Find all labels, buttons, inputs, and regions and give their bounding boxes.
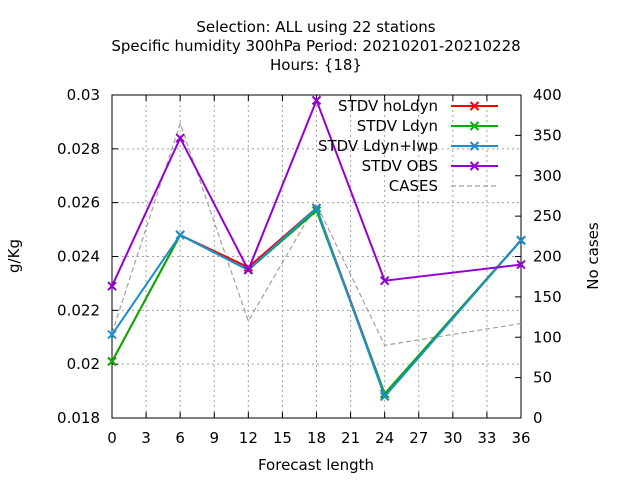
legend-item-stdv-ldyn: STDV Ldyn <box>357 117 498 135</box>
data-point <box>175 230 185 240</box>
y2-axis-label: No cases <box>584 222 602 290</box>
legend-label: STDV noLdyn <box>338 97 438 115</box>
legend-label: STDV Ldyn <box>357 117 438 135</box>
y-tick-label: 0.022 <box>57 301 100 319</box>
legend-item-stdv-noldyn: STDV noLdyn <box>338 97 498 115</box>
x-tick-label: 30 <box>443 429 462 447</box>
data-point <box>516 259 526 270</box>
x-tick-label: 24 <box>375 429 394 447</box>
data-point <box>311 203 322 213</box>
chart-title: Selection: ALL using 22 stations Specifi… <box>111 18 520 74</box>
y-tick-label: 0.028 <box>57 140 100 158</box>
legend-marker <box>469 121 480 131</box>
data-point <box>107 356 117 367</box>
x-tick-label: 3 <box>141 429 151 447</box>
x-tick-label: 6 <box>175 429 185 447</box>
x-tick-label: 21 <box>341 429 360 447</box>
x-tick-label: 0 <box>107 429 117 447</box>
x-tick-label: 9 <box>209 429 219 447</box>
x-axis: 0 3 6 9 12 15 18 21 24 27 30 33 36 <box>107 95 531 447</box>
legend-label: STDV OBS <box>362 157 438 175</box>
data-point <box>311 95 322 106</box>
series-line <box>111 97 522 287</box>
y2-tick-label: 200 <box>533 248 562 266</box>
data-point <box>516 235 526 246</box>
x-tick-label: 18 <box>307 429 326 447</box>
legend-marker <box>469 141 480 151</box>
legend-item-stdv-ldyn-iwp: STDV Ldyn+Iwp <box>318 137 498 155</box>
y-tick-label: 0.024 <box>57 248 100 266</box>
data-point <box>107 329 117 340</box>
y2-tick-label: 150 <box>533 288 562 306</box>
grid <box>112 95 521 418</box>
y-tick-label: 0.02 <box>67 355 100 373</box>
y2-tick-label: 50 <box>533 369 552 387</box>
y-tick-label: 0.026 <box>57 194 100 212</box>
y2-tick-label: 350 <box>533 126 562 144</box>
data-point <box>175 133 185 143</box>
series-line <box>111 121 522 346</box>
legend-label: STDV Ldyn+Iwp <box>318 137 438 155</box>
data-point <box>107 281 117 291</box>
x-tick-label: 15 <box>273 429 292 447</box>
series-line <box>111 206 522 399</box>
x-tick-label: 33 <box>477 429 496 447</box>
title-line-2: Specific humidity 300hPa Period: 2021020… <box>111 37 520 55</box>
legend: STDV noLdyn STDV Ldyn STDV Ldyn+Iwp STDV OB… <box>318 97 498 195</box>
y-tick-label: 0.018 <box>57 409 100 427</box>
y-axis-label: g/Kg <box>5 239 23 273</box>
legend-marker <box>469 101 480 111</box>
y2-tick-label: 0 <box>533 409 543 427</box>
y2-tick-label: 400 <box>533 86 562 104</box>
legend-item-cases: CASES <box>389 177 498 195</box>
title-line-3: Hours: {18} <box>270 56 362 74</box>
x-tick-label: 36 <box>511 429 530 447</box>
series-stdv-obs <box>107 95 526 291</box>
series-cases <box>111 121 522 346</box>
x-tick-label: 27 <box>409 429 428 447</box>
y-tick-label: 0.03 <box>67 86 100 104</box>
data-point <box>243 265 254 275</box>
x-tick-label: 12 <box>239 429 258 447</box>
legend-item-stdv-obs: STDV OBS <box>362 157 498 175</box>
data-point <box>379 391 390 402</box>
series-layer <box>107 95 526 402</box>
legend-marker <box>469 161 480 171</box>
legend-label: CASES <box>389 177 438 195</box>
y2-tick-label: 250 <box>533 207 562 225</box>
x-axis-label: Forecast length <box>258 456 374 474</box>
data-point <box>379 276 390 286</box>
y-axis-left: 0.018 0.02 0.022 0.024 0.026 0.028 0.03 <box>57 86 118 427</box>
y2-tick-label: 100 <box>533 328 562 346</box>
y-axis-right: 0 50 100 150 200 250 300 350 400 <box>515 86 562 427</box>
y2-tick-label: 300 <box>533 167 562 185</box>
title-line-1: Selection: ALL using 22 stations <box>196 18 435 36</box>
